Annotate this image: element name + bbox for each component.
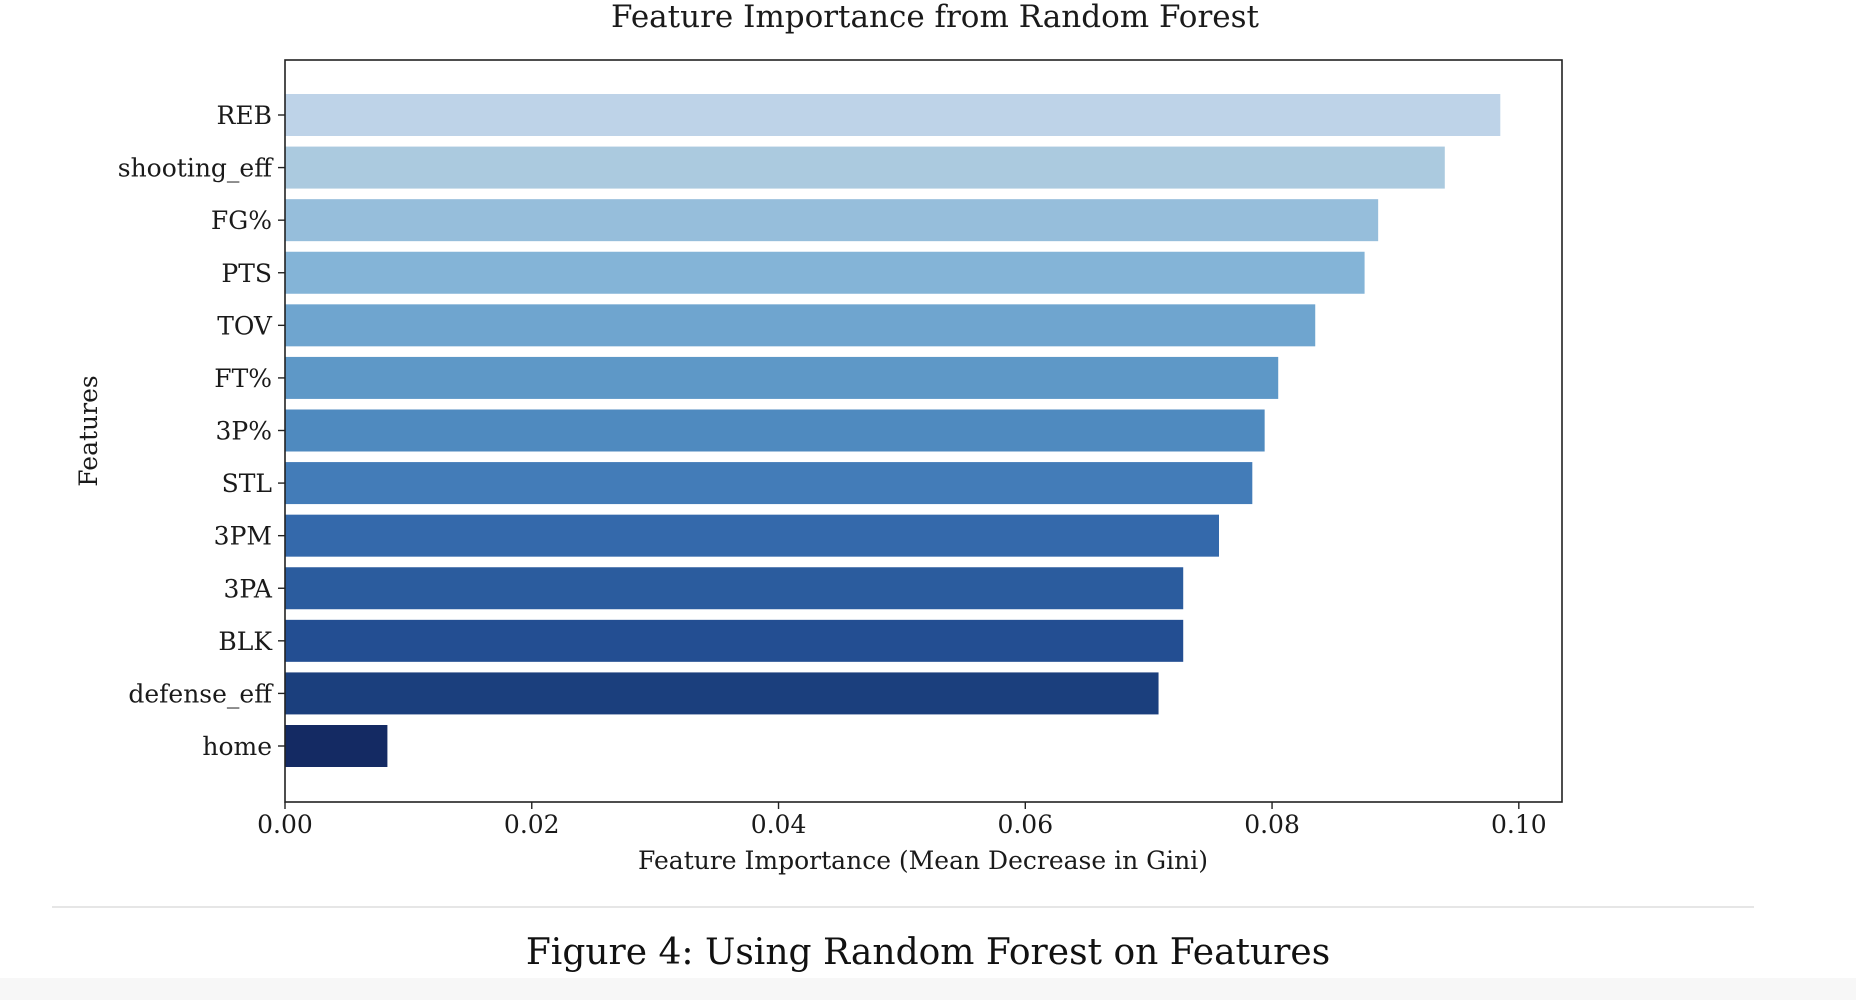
bars [285, 94, 1501, 767]
bar-9 [285, 567, 1184, 610]
x-tick-label: 0.08 [1244, 810, 1300, 839]
bar-6 [285, 409, 1265, 452]
bar-12 [285, 725, 388, 767]
bar-5 [285, 356, 1279, 399]
bar-8 [285, 514, 1219, 557]
x-axis: 0.00 0.02 0.04 0.06 0.08 0.10 [257, 802, 1547, 839]
bar-1 [285, 146, 1445, 189]
y-tick-label: defense_eff [128, 679, 274, 708]
y-tick-label: TOV [217, 311, 273, 340]
plot-frame [284, 59, 1563, 803]
y-axis-label: Features [74, 375, 103, 486]
bar-2 [285, 199, 1379, 242]
y-tick-label: home [202, 732, 272, 761]
y-tick-label: BLK [218, 627, 273, 656]
bar-0 [285, 94, 1501, 136]
x-tick-label: 0.10 [1491, 810, 1547, 839]
y-tick-label: PTS [221, 259, 272, 288]
x-tick-label: 0.02 [504, 810, 560, 839]
y-tick-label: FG% [211, 206, 272, 235]
y-tick-label: 3PA [224, 574, 273, 603]
y-tick-label: REB [217, 101, 272, 130]
y-tick-label: STL [222, 469, 272, 498]
y-axis: REB shooting_eff FG% PTS TOV FT% 3P% STL 3PM 3PA B… [118, 101, 285, 761]
chart-title: Feature Importance from Random Forest [611, 0, 1260, 35]
caption-divider [52, 906, 1754, 908]
bar-11 [285, 672, 1159, 715]
y-tick-label: FT% [214, 364, 272, 393]
bar-10 [285, 619, 1184, 662]
page-footer-band [0, 978, 1856, 1000]
figure-caption: Figure 4: Using Random Forest on Feature… [525, 932, 1331, 973]
x-axis-label: Feature Importance (Mean Decrease in Gin… [638, 846, 1208, 875]
y-tick-label: 3PM [214, 522, 272, 551]
y-tick-label: shooting_eff [118, 154, 274, 183]
x-tick-label: 0.00 [257, 810, 313, 839]
x-tick-label: 0.06 [997, 810, 1053, 839]
bar-7 [285, 462, 1253, 505]
x-tick-label: 0.04 [751, 810, 807, 839]
bar-3 [285, 251, 1365, 294]
bar-4 [285, 304, 1316, 347]
y-tick-label: 3P% [216, 417, 272, 446]
